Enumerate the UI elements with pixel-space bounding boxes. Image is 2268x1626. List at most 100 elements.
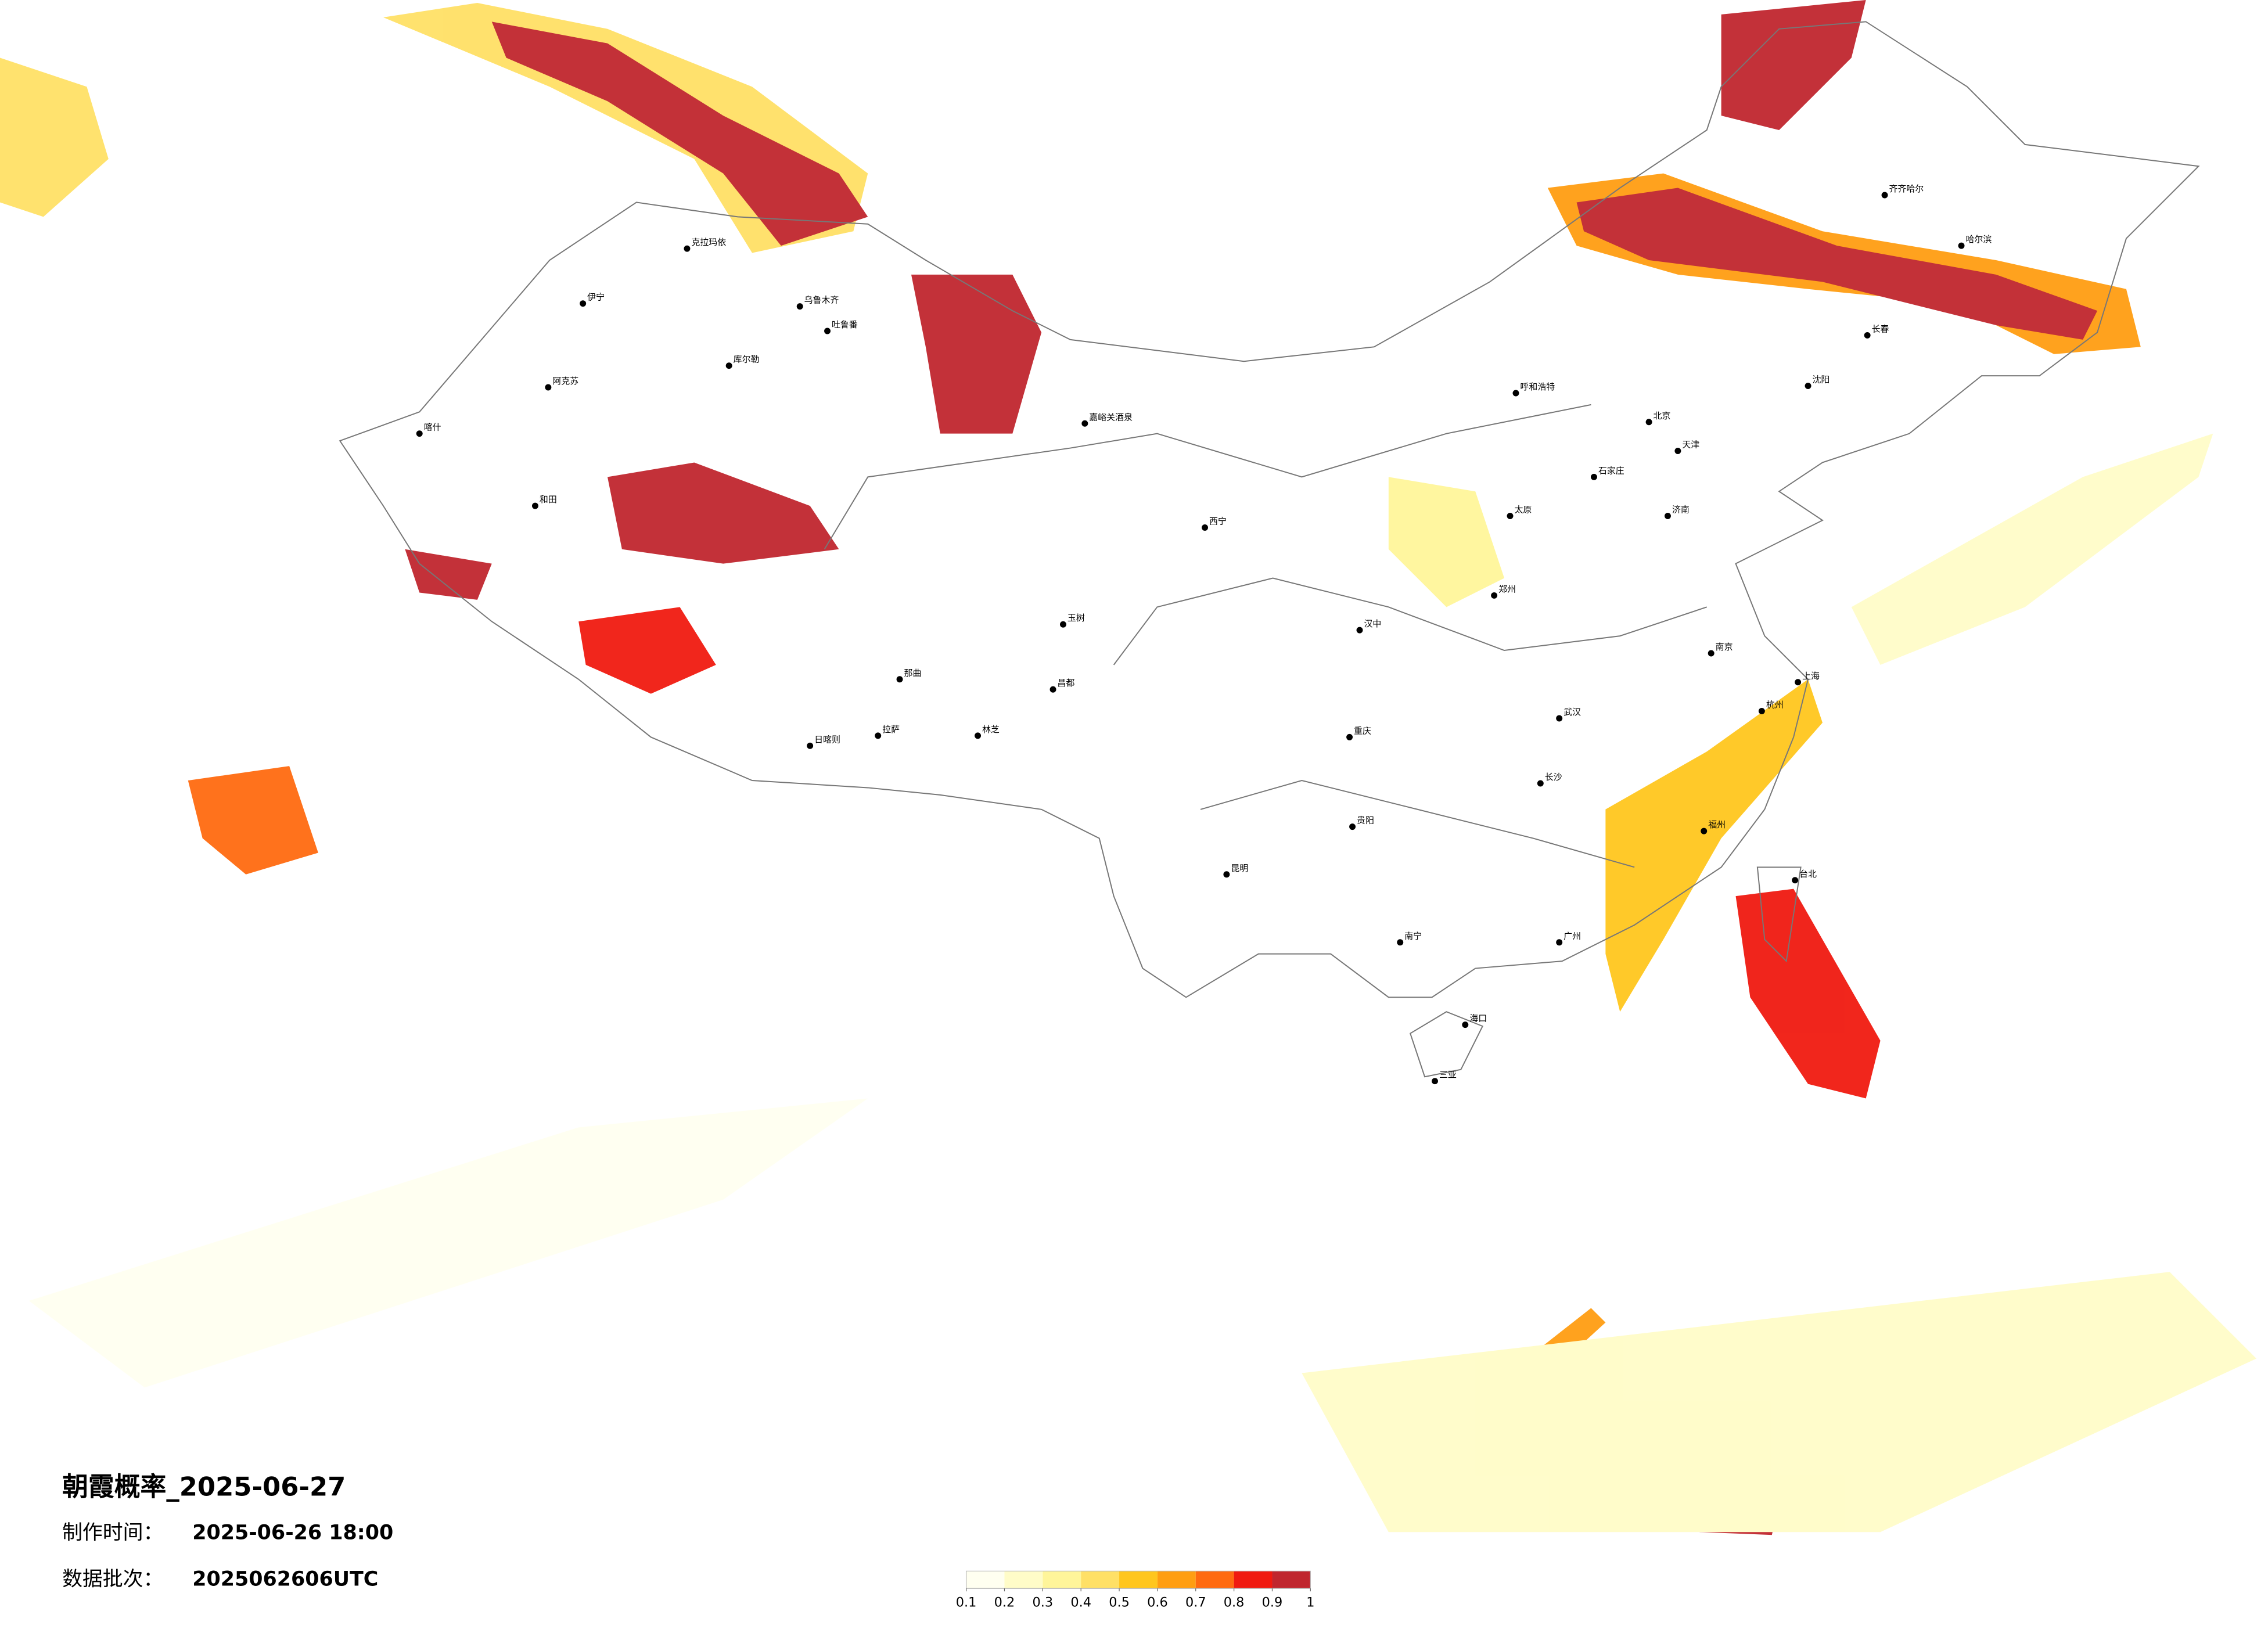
- city-dot: [807, 742, 814, 749]
- city-label: 长沙: [1545, 772, 1562, 782]
- city-label: 沈阳: [1813, 375, 1830, 385]
- field-area: [1851, 433, 2213, 665]
- field-area: [188, 766, 318, 875]
- field-area: [1302, 1272, 2257, 1533]
- city-dot: [1223, 871, 1230, 878]
- city-label: 海口: [1469, 1013, 1487, 1024]
- legend-swatch: [1081, 1571, 1120, 1589]
- field-area: [578, 607, 716, 694]
- city-dot: [975, 732, 982, 739]
- legend-tick-label: 0.8: [1224, 1595, 1245, 1610]
- city-dot: [545, 384, 552, 391]
- city-dot: [1758, 708, 1765, 715]
- city-label: 南京: [1716, 642, 1733, 652]
- legend-swatch: [1272, 1571, 1311, 1589]
- city-label: 齐齐哈尔: [1889, 184, 1924, 194]
- legend-swatch: [1157, 1571, 1196, 1589]
- legend-tick-label: 0.9: [1262, 1595, 1283, 1610]
- city-label: 嘉峪关酒泉: [1089, 412, 1133, 422]
- city-label: 福州: [1708, 819, 1726, 830]
- city-dot: [1202, 524, 1209, 531]
- field-area: [1605, 679, 1823, 1012]
- city-dot: [1674, 448, 1681, 455]
- legend-swatch: [966, 1571, 1005, 1589]
- probability-field: [0, 0, 2257, 1535]
- city-label: 库尔勒: [734, 354, 760, 365]
- island-border: [1409, 866, 1802, 1078]
- city-dot: [531, 502, 538, 509]
- city-dot: [1349, 823, 1356, 830]
- province-border: [824, 404, 1708, 868]
- city-dot: [684, 245, 691, 252]
- city-label: 太原: [1514, 505, 1532, 515]
- field-area: [1388, 477, 1505, 607]
- city-label: 天津: [1682, 440, 1699, 450]
- city-label: 伊宁: [587, 292, 605, 303]
- city-label: 重庆: [1354, 725, 1371, 736]
- city-dot: [1537, 780, 1544, 787]
- city-dot: [416, 430, 423, 437]
- city-dot: [1590, 473, 1597, 480]
- city-label: 西宁: [1209, 516, 1227, 526]
- city-dot: [725, 362, 732, 369]
- city-label: 日喀则: [814, 734, 840, 744]
- legend-swatch: [1043, 1571, 1081, 1589]
- city-label: 乌鲁木齐: [804, 295, 839, 305]
- city-label: 武汉: [1563, 707, 1581, 717]
- legend-tick-label: 0.7: [1185, 1595, 1206, 1610]
- city-label: 呼和浩特: [1520, 382, 1555, 392]
- city-label: 上海: [1802, 671, 1820, 681]
- city-label: 南宁: [1404, 931, 1422, 941]
- city-label: 济南: [1672, 505, 1690, 515]
- city-dot: [896, 676, 903, 683]
- city-dot: [1049, 686, 1056, 693]
- city-dot: [1708, 650, 1715, 657]
- legend-swatch: [1004, 1571, 1043, 1589]
- city-label: 台北: [1799, 869, 1817, 879]
- city-label: 广州: [1563, 931, 1581, 941]
- field-area: [28, 1098, 868, 1388]
- city-dot: [1432, 1078, 1438, 1085]
- field-area: [405, 549, 492, 600]
- city-dot: [1645, 419, 1652, 426]
- city-label: 拉萨: [882, 724, 900, 735]
- city-label: 那曲: [904, 668, 922, 678]
- city-dot: [1881, 192, 1888, 199]
- legend-tick-label: 0.1: [956, 1595, 977, 1610]
- field-area: [491, 21, 868, 246]
- city-dot: [1664, 513, 1671, 520]
- legend-swatch: [1119, 1571, 1158, 1589]
- legend-tick-label: 1: [1306, 1595, 1314, 1610]
- city-dot: [1462, 1021, 1469, 1028]
- city-dot: [1958, 242, 1965, 249]
- city-dot: [1556, 939, 1563, 946]
- field-area: [1721, 0, 1866, 130]
- city-label: 昆明: [1231, 863, 1248, 873]
- city-label: 石家庄: [1598, 465, 1624, 476]
- city-dot: [1491, 592, 1498, 599]
- city-dot: [1792, 877, 1799, 884]
- made-label: 制作时间：: [62, 1521, 163, 1545]
- city-dot: [1346, 733, 1353, 740]
- made-value: 2025-06-26 18:00: [192, 1521, 393, 1545]
- city-label: 长春: [1872, 323, 1889, 334]
- city-dot: [1397, 939, 1404, 946]
- field-area: [1576, 188, 2098, 340]
- city-label: 吐鲁番: [832, 319, 858, 330]
- city-label: 哈尔滨: [1965, 234, 1992, 244]
- city-dot: [824, 328, 831, 334]
- city-label: 阿克苏: [552, 376, 578, 386]
- color-legend: 0.1 0.2 0.3 0.4 0.5 0.6 0.7 0.8 0.9 1: [956, 1570, 1314, 1610]
- city-label: 贵阳: [1357, 815, 1374, 826]
- city-label: 郑州: [1498, 584, 1516, 594]
- city-dot: [1864, 332, 1871, 339]
- legend-tick-label: 0.5: [1109, 1595, 1130, 1610]
- city-label: 杭州: [1766, 700, 1784, 710]
- field-area: [911, 274, 1042, 434]
- city-dot: [1795, 679, 1802, 686]
- city-dot: [1556, 715, 1563, 722]
- batch-label: 数据批次：: [62, 1567, 163, 1591]
- legend-swatch: [1195, 1571, 1234, 1589]
